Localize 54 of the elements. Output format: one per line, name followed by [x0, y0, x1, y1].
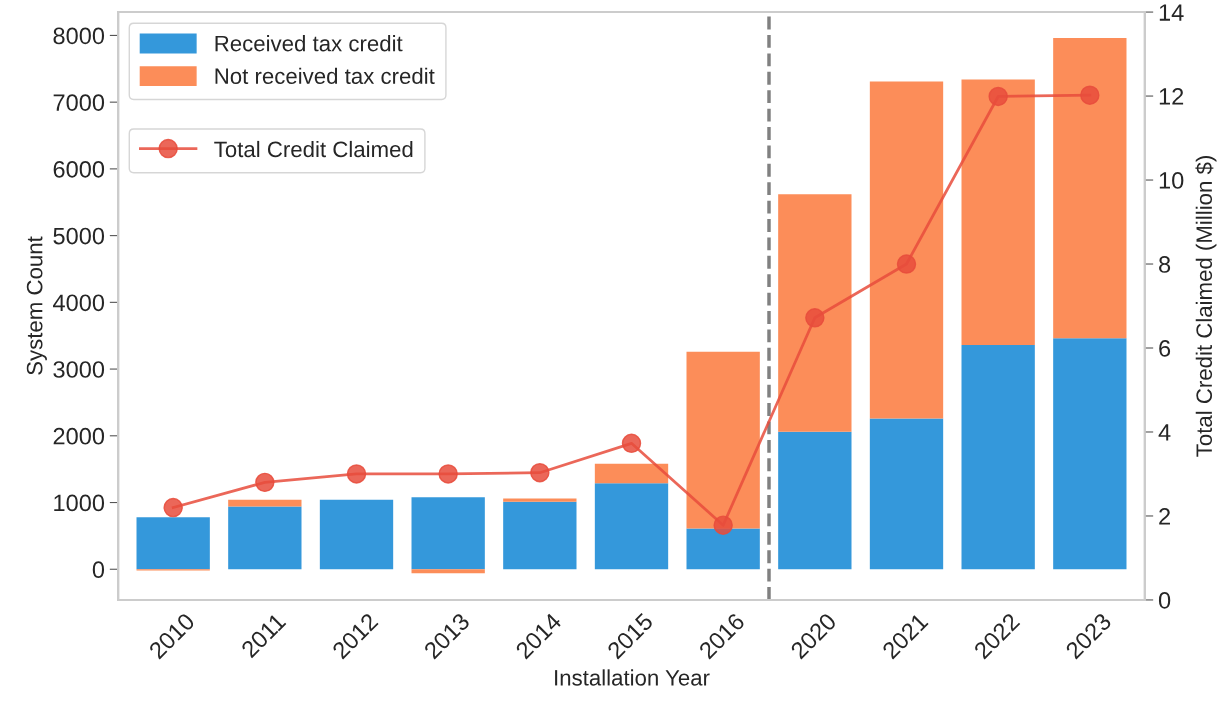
point [255, 472, 275, 493]
point [805, 308, 825, 328]
y-tick-label: 0 [92, 561, 105, 579]
y2-tick-label: 8 [1159, 256, 1171, 273]
y-tick-label: 7000 [53, 94, 105, 111]
point [438, 464, 458, 484]
point [988, 86, 1008, 107]
bar [228, 499, 302, 507]
y2-tick-label: 2 [1159, 508, 1170, 525]
bar [1053, 38, 1127, 339]
point [713, 515, 733, 535]
y2-tick-label: 0 [1158, 592, 1171, 609]
bar [961, 345, 1035, 570]
y2-axis-title: Total Credit Claimed (Million $) [1195, 156, 1217, 457]
bar [411, 497, 485, 570]
point [621, 433, 642, 454]
point [896, 254, 917, 274]
bar [1053, 338, 1127, 570]
y-tick-label: 2000 [53, 427, 105, 445]
y-tick-label: 5000 [53, 227, 105, 245]
bar [778, 431, 852, 570]
legend-label: Received tax credit [215, 35, 403, 52]
y-tick-label: 3000 [53, 361, 105, 378]
bar [869, 418, 944, 570]
y2-tick-label: 4 [1158, 424, 1171, 441]
bar [228, 506, 302, 570]
bar [503, 501, 577, 570]
bar [136, 517, 210, 570]
y2-tick-label: 10 [1159, 172, 1184, 189]
point [163, 497, 183, 518]
y2-tick-label: 12 [1159, 88, 1184, 105]
y-tick-label: 4000 [53, 294, 105, 312]
bar [869, 81, 944, 419]
bar [686, 528, 760, 570]
y2-tick-label: 14 [1159, 4, 1184, 21]
bar [319, 499, 394, 570]
y2-tick-label: 6 [1159, 340, 1171, 357]
bar [778, 194, 852, 432]
bar [503, 498, 577, 502]
bar [961, 79, 1035, 346]
bar [686, 351, 760, 529]
point [346, 464, 367, 484]
y-axis-title: System Count [26, 236, 47, 375]
legend-label: Total Credit Claimed [214, 140, 413, 158]
bar [594, 463, 669, 484]
y-tick-label: 6000 [53, 160, 105, 178]
bar [411, 569, 485, 574]
y-tick-label: 1000 [54, 494, 105, 512]
x-axis-title: Installation Year [555, 669, 710, 686]
point [530, 462, 550, 483]
y-tick-label: 8000 [53, 27, 105, 45]
point [1080, 85, 1100, 105]
bar [594, 483, 669, 570]
legend-label: Not received tax credit [215, 67, 435, 85]
